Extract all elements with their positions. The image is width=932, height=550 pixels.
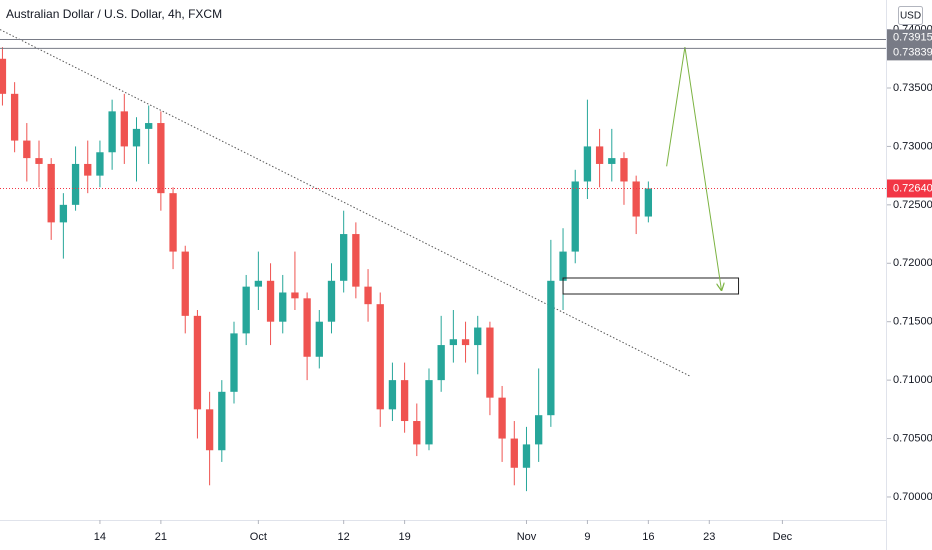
candle-body xyxy=(266,280,275,322)
candle-body xyxy=(0,58,7,94)
candle-body xyxy=(157,123,165,194)
last-price-tag xyxy=(887,179,932,198)
candle-body xyxy=(583,146,592,182)
projection-arrow xyxy=(666,47,722,290)
zone-box xyxy=(562,277,740,295)
x-tick-label: 14 xyxy=(94,531,106,543)
y-tick-label: 0.71500 xyxy=(893,316,932,328)
candle-body xyxy=(547,280,555,416)
candle-body xyxy=(535,415,543,445)
candle-body xyxy=(376,304,384,410)
x-tick-label: Oct xyxy=(250,531,267,543)
y-tick-label: 0.70500 xyxy=(893,432,932,444)
candle-body xyxy=(620,158,628,182)
candle-body xyxy=(632,181,640,217)
level-tag xyxy=(887,44,932,61)
candle-body xyxy=(23,140,31,159)
candle-body xyxy=(364,286,372,305)
level-label: 0.73915 xyxy=(893,31,932,43)
candle-body xyxy=(279,292,287,322)
candle-body xyxy=(291,292,299,299)
candle-body xyxy=(522,444,531,468)
x-tick-label: 16 xyxy=(642,531,654,543)
x-tick-label: 19 xyxy=(398,531,410,543)
plot-area xyxy=(0,29,740,492)
candle-body xyxy=(120,111,128,147)
candle-body xyxy=(59,204,68,223)
candle-body xyxy=(644,188,653,217)
candle-body xyxy=(181,251,189,316)
candle-body xyxy=(559,251,567,281)
candle-body xyxy=(145,123,153,129)
candle-body xyxy=(510,438,518,468)
candle-body xyxy=(242,286,250,334)
candle-body xyxy=(10,93,19,141)
last-price-label: 0.72640 xyxy=(893,182,932,194)
y-tick-label: 0.72000 xyxy=(893,257,932,269)
y-tick-label: 0.70000 xyxy=(893,491,932,503)
candle-body xyxy=(84,163,92,176)
candle-body xyxy=(340,234,348,281)
candle-body xyxy=(595,146,604,164)
chart-title: Australian Dollar / U.S. Dollar, 4h, FXC… xyxy=(6,7,222,21)
candle-body xyxy=(132,128,141,147)
x-tick-label: 12 xyxy=(338,531,350,543)
candle-body xyxy=(437,345,445,381)
candle-body xyxy=(608,158,616,164)
currency-label[interactable]: USD xyxy=(900,11,921,22)
candle-body xyxy=(108,111,116,153)
candle-body xyxy=(352,234,360,287)
candle-body xyxy=(303,298,311,357)
candle-body xyxy=(71,163,80,205)
candle-body xyxy=(474,327,482,346)
candle-body xyxy=(193,315,202,410)
y-tick-label: 0.73000 xyxy=(893,140,932,152)
x-tick-label: 21 xyxy=(155,531,167,543)
candle-body xyxy=(315,321,323,357)
candle-body xyxy=(218,391,226,451)
level-label: 0.73839 xyxy=(893,46,932,58)
x-tick-label: Nov xyxy=(517,531,537,543)
candle-body xyxy=(449,339,458,346)
candle-body xyxy=(498,397,506,439)
candle-body xyxy=(425,380,433,445)
candle-body xyxy=(230,333,238,392)
y-tick-label: 0.73500 xyxy=(893,82,932,94)
candle-body xyxy=(254,280,263,287)
candle-body xyxy=(205,409,214,451)
candle-body xyxy=(461,339,470,346)
candle-body xyxy=(327,280,336,322)
candle-body xyxy=(413,421,421,445)
candle-body xyxy=(388,380,397,410)
y-tick-label: 0.72500 xyxy=(893,199,932,211)
candle-body xyxy=(486,327,494,398)
currency-button[interactable] xyxy=(898,6,923,25)
candle-body xyxy=(47,163,55,223)
level-tag xyxy=(887,29,932,46)
candle-body xyxy=(96,152,104,176)
x-tick-label: Dec xyxy=(773,531,793,543)
candle-body xyxy=(169,193,177,252)
candle-body xyxy=(400,380,409,422)
y-tick-label: 0.71000 xyxy=(893,374,932,386)
candle-body xyxy=(571,181,579,252)
x-tick-label: 23 xyxy=(703,531,715,543)
x-tick-label: 9 xyxy=(584,531,590,543)
candle-body xyxy=(35,158,43,164)
trendline xyxy=(0,29,692,378)
